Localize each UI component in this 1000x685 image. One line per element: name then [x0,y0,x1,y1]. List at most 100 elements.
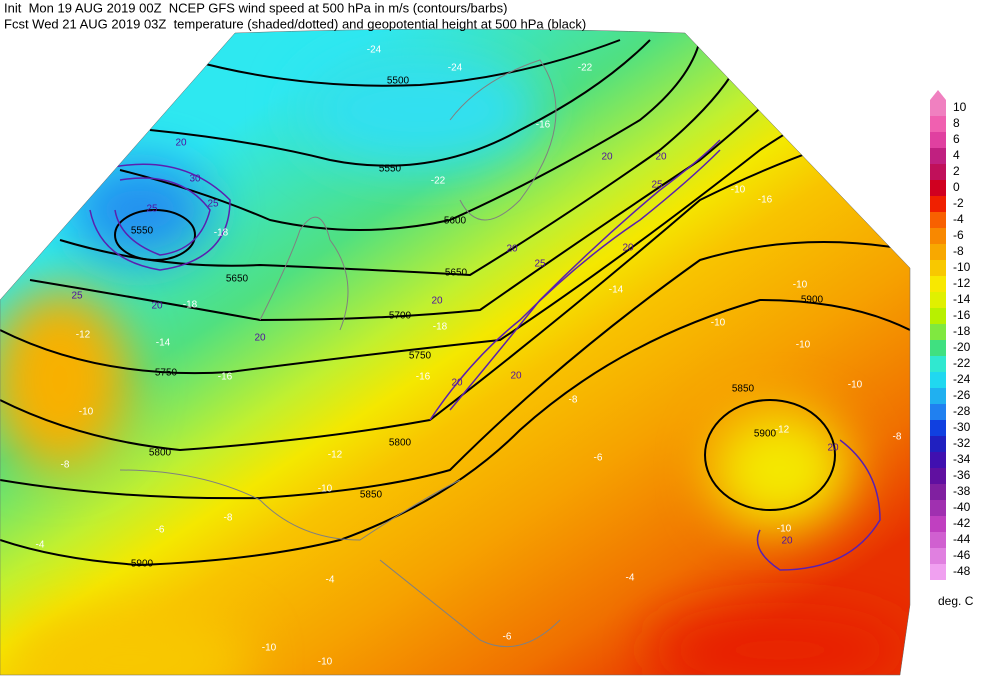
colorbar-box [930,564,946,580]
colorbar-label: -6 [953,228,964,242]
colorbar-label: -18 [953,324,971,338]
temperature-label: -6 [503,632,512,643]
temperature-label: -10 [318,484,333,495]
temperature-label: -24 [367,45,382,56]
wind-label: 20 [175,138,187,149]
wind-label: 20 [151,301,163,312]
colorbar-label: -20 [953,340,971,354]
temperature-label: -22 [578,63,593,74]
colorbar-box [930,356,946,372]
header-line2: Fcst Wed 21 AUG 2019 03Z temperature (sh… [4,16,586,31]
temperature-label: -10 [711,318,726,329]
colorbar-box [930,404,946,420]
colorbar-box [930,308,946,324]
temperature-label: -16 [218,372,233,383]
colorbar-label: -48 [953,564,971,578]
header-line1: Init Mon 19 AUG 2019 00Z NCEP GFS wind s… [4,0,507,15]
height-label: 5850 [360,490,383,501]
colorbar-box [930,228,946,244]
colorbar-label: -4 [953,212,964,226]
colorbar-label: -10 [953,260,971,274]
temperature-label: -8 [569,395,578,406]
height-label: 5800 [389,438,412,449]
colorbar-label: 10 [953,100,967,114]
colorbar-label: -32 [953,436,971,450]
height-label: 5800 [149,448,172,459]
height-label: 5550 [131,226,154,237]
colorbar-box [930,548,946,564]
height-label: 5550 [379,164,402,175]
wind-label: 25 [651,180,663,191]
colorbar-label: -8 [953,244,964,258]
height-label: 5850 [732,384,755,395]
wind-label: 25 [71,291,83,302]
colorbar-label: 2 [953,164,960,178]
colorbar-box [930,196,946,212]
colorbar-box [930,100,946,116]
height-contours [0,39,910,567]
colorbar-label: -12 [953,276,971,290]
colorbar-label: -36 [953,468,971,482]
wind-label: 20 [827,443,839,454]
temperature-label: -4 [36,540,45,551]
wind-label: 20 [431,296,443,307]
colorbar-box [930,500,946,516]
colorbar-box [930,388,946,404]
wind-label: 25 [534,259,546,270]
colorbar-label: -34 [953,452,971,466]
colorbar-box [930,276,946,292]
colorbar-box [930,324,946,340]
height-label: 5600 [444,216,467,227]
temperature-label: -8 [224,513,233,524]
height-label: 5650 [226,274,249,285]
height-label: 5750 [409,351,432,362]
colorbar-box [930,468,946,484]
colorbar-label: 4 [953,148,960,162]
temperature-label: -16 [536,120,551,131]
temperature-label: -18 [183,300,198,311]
colorbar-box [930,292,946,308]
height-label: 5900 [801,295,824,306]
temperature-label: -18 [214,228,229,239]
temperature-label: -12 [328,450,343,461]
height-label: 5700 [389,311,412,322]
height-label: 5900 [754,429,777,440]
temperature-label: -10 [777,524,792,535]
colorbar-box [930,532,946,548]
colorbar-label: -16 [953,308,971,322]
colorbar-label: -22 [953,356,971,370]
map-labels: 5500 5550 5600 5650 5700 5750 5750 5800 5800 5850… [36,45,902,668]
wind-label: 20 [510,371,522,382]
colorbar-label: -40 [953,500,971,514]
height-label: 5750 [155,368,178,379]
temperature-label: -4 [326,575,335,586]
wind-label: 20 [655,152,667,163]
temperature-label: -10 [793,280,808,291]
temperature-label: -10 [79,407,94,418]
colorbar-label: -44 [953,532,971,546]
temperature-label: -10 [731,185,746,196]
colorbar: 10 8 6 4 2 0 -2 -4 -6 -8 -10 -12 -14 -16 -18 -20 -22 -24 -… [930,90,974,608]
height-label: 5900 [131,559,154,570]
temperature-label: -10 [848,380,863,391]
temperature-label: -6 [156,525,165,536]
colorbar-box [930,148,946,164]
temperature-label: -6 [594,453,603,464]
wind-label: 30 [189,174,201,185]
colorbar-label: -28 [953,404,971,418]
temperature-label: -22 [431,176,446,187]
wind-label: 20 [451,378,463,389]
colorbar-label: -14 [953,292,971,306]
colorbar-label: 0 [953,180,960,194]
colorbar-label: -24 [953,372,971,386]
temperature-label: -10 [318,657,333,668]
colorbar-box [930,260,946,276]
colorbar-box [930,212,946,228]
wind-label: 20 [781,536,793,547]
temperature-label: -12 [775,425,790,436]
wind-label: 25 [207,199,219,210]
colorbar-label: -30 [953,420,971,434]
colorbar-box [930,372,946,388]
